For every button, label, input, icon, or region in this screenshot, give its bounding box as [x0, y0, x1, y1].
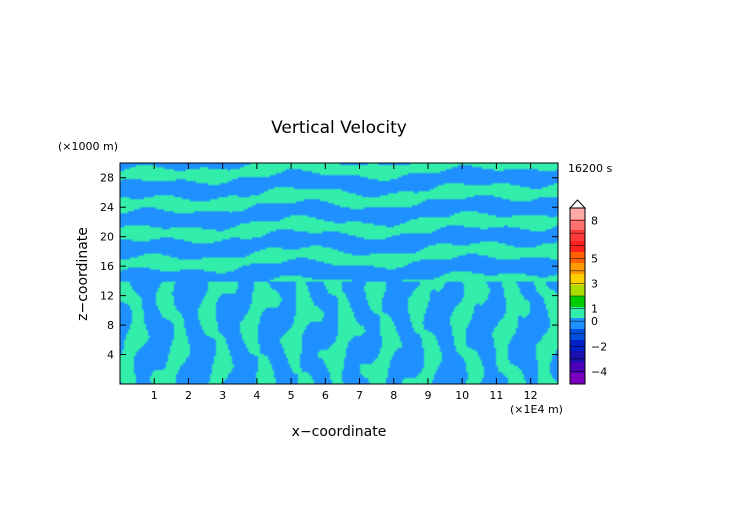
time-label: 16200 s [568, 162, 612, 175]
colorbar-segment [570, 296, 585, 307]
x-tick-label: 12 [524, 389, 538, 402]
x-tick-label: 9 [424, 389, 431, 402]
colorbar-segment [570, 263, 585, 274]
velocity-field [120, 163, 558, 384]
x-tick-label: 2 [185, 389, 192, 402]
x-unit-label: (×1E4 m) [510, 403, 563, 416]
x-tick-label: 4 [253, 389, 260, 402]
colorbar-label: −4 [591, 365, 607, 378]
y-unit-label: (×1000 m) [58, 140, 118, 153]
colorbar-segment [570, 241, 585, 252]
y-axis-label: z−coordinate [75, 227, 91, 321]
colorbar-segment [570, 252, 585, 263]
y-tick-label: 4 [107, 349, 114, 362]
y-tick-label: 16 [100, 260, 114, 273]
colorbar-segment [570, 208, 585, 219]
colorbar-label: 3 [591, 277, 598, 290]
y-tick-label: 24 [100, 201, 114, 214]
y-tick-label: 8 [107, 319, 114, 332]
x-tick-label: 5 [288, 389, 295, 402]
colorbar-segment [570, 285, 585, 296]
y-tick-label: 28 [100, 172, 114, 185]
y-axis: 4 8 12 16 20 24 28 [100, 172, 558, 362]
colorbar-segment [570, 230, 585, 241]
colorbar-label: 1 [591, 303, 598, 316]
velocity-field-image [120, 163, 558, 384]
colorbar-segment [570, 340, 585, 351]
x-tick-label: 1 [151, 389, 158, 402]
colorbar-label: −2 [591, 340, 607, 353]
colorbar-segment [570, 318, 585, 329]
x-tick-label: 10 [455, 389, 469, 402]
colorbar-overflow-arrow [568, 199, 587, 209]
x-tick-label: 7 [356, 389, 363, 402]
colorbar-segment [570, 307, 585, 318]
y-tick-label: 20 [100, 231, 114, 244]
colorbar-segment [570, 329, 585, 340]
x-axis: 1 2 3 4 5 6 7 8 9 10 11 12 [151, 163, 538, 402]
x-tick-label: 6 [322, 389, 329, 402]
colorbar-segment [570, 373, 585, 384]
x-tick-label: 11 [489, 389, 503, 402]
x-tick-label: 3 [219, 389, 226, 402]
colorbar-label: 0 [591, 315, 598, 328]
colorbar-label: 8 [591, 215, 598, 228]
x-axis-label: x−coordinate [292, 424, 387, 440]
chart-title: Vertical Velocity [271, 118, 407, 138]
colorbar-segment [570, 274, 585, 285]
colorbar-segment [570, 362, 585, 373]
y-tick-label: 12 [100, 290, 114, 303]
colorbar-segment [570, 219, 585, 230]
x-tick-label: 8 [390, 389, 397, 402]
colorbar: 8 5 3 10 −2 −4 [568, 199, 607, 385]
colorbar-label: 5 [591, 252, 598, 265]
colorbar-segment [570, 351, 585, 362]
plot-frame [119, 162, 559, 385]
